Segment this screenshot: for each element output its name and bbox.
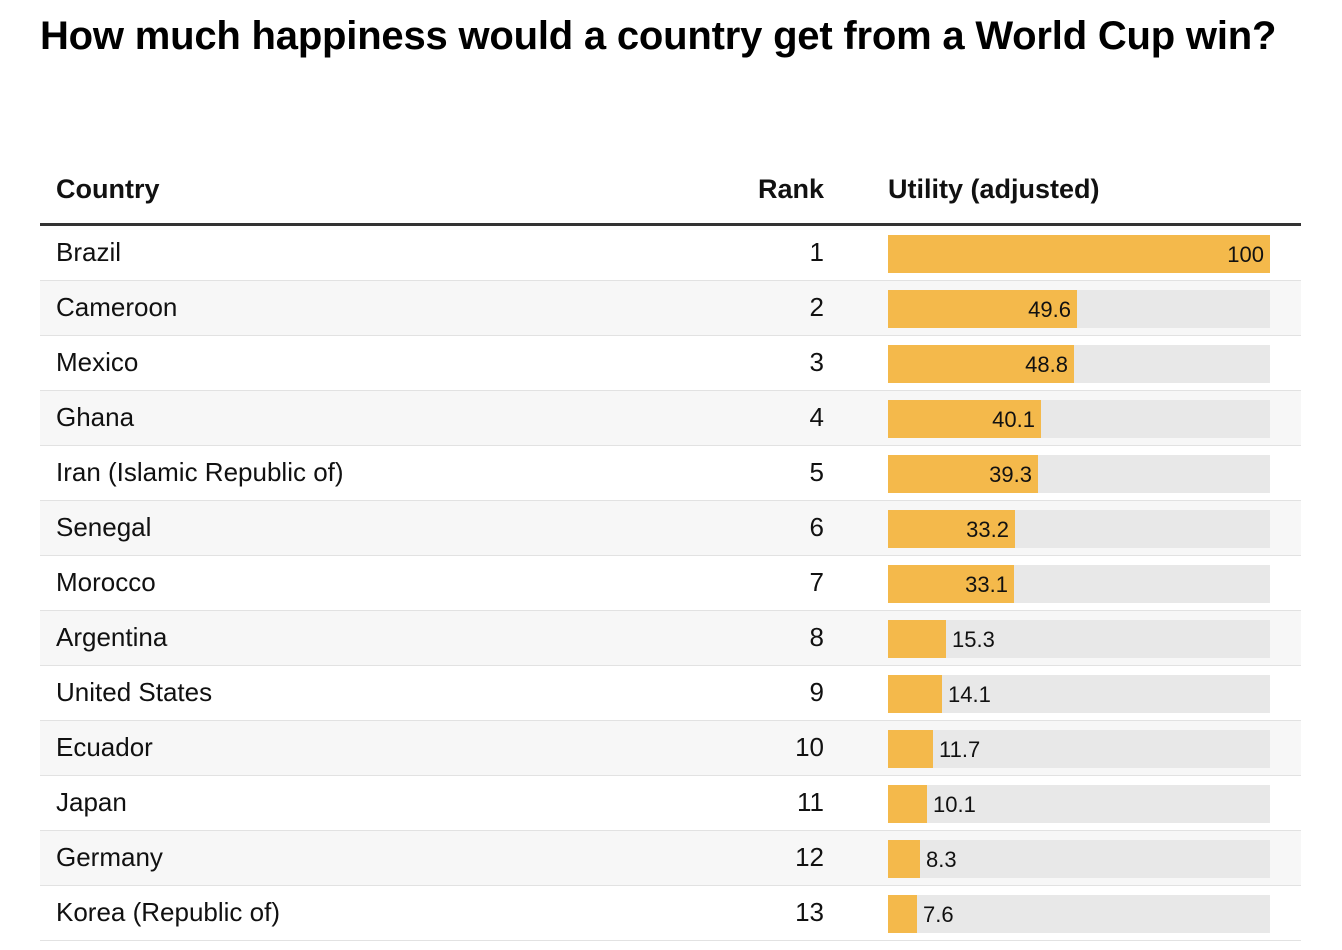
bar-value-label: 7.6: [923, 902, 954, 927]
country-cell: United States: [56, 677, 213, 707]
bar: [888, 235, 1270, 273]
bar-track: 11.7: [888, 730, 1270, 768]
rank-cell: 4: [809, 402, 824, 432]
country-cell: Germany: [56, 842, 163, 872]
table-body: Brazil 1 100 Cameroon 2 49.6 Mexico 3 48.8 Ghana 4…: [40, 226, 1301, 941]
bar-value-label: 49.6: [1028, 297, 1071, 322]
rank-cell: 6: [809, 512, 824, 542]
country-cell: Senegal: [56, 512, 152, 542]
table-row: Iran (Islamic Republic of) 5 39.3: [40, 446, 1301, 501]
bar: [888, 785, 927, 823]
bar-track: 8.3: [888, 840, 1270, 878]
chart-title: How much happiness would a country get f…: [40, 14, 1277, 58]
bar-track: 15.3: [888, 620, 1270, 658]
bar-value-label: 33.2: [966, 517, 1009, 542]
bar: [888, 565, 1014, 603]
table-row: Argentina 8 15.3: [40, 611, 1301, 666]
rank-cell: 8: [809, 622, 824, 652]
bar-value-label: 48.8: [1025, 352, 1068, 377]
bar-value-label: 40.1: [992, 407, 1035, 432]
bar-track: 7.6: [888, 895, 1270, 933]
rank-cell: 9: [809, 677, 824, 707]
rank-cell: 12: [795, 842, 824, 872]
rank-cell: 7: [809, 567, 824, 597]
column-header-country: Country: [56, 174, 160, 204]
bar-track: 33.1: [888, 565, 1270, 603]
bar-value-label: 14.1: [948, 682, 991, 707]
bar-track: 48.8: [888, 345, 1270, 383]
bar-value-label: 33.1: [965, 572, 1008, 597]
bar: [888, 895, 917, 933]
table-row: Germany 12 8.3: [40, 831, 1301, 886]
table-row: Korea (Republic of) 13 7.6: [40, 886, 1301, 941]
bar: [888, 510, 1015, 548]
rank-cell: 3: [809, 347, 824, 377]
bar-value-label: 10.1: [933, 792, 976, 817]
bar: [888, 675, 942, 713]
bar: [888, 400, 1041, 438]
country-cell: Korea (Republic of): [56, 897, 280, 927]
bar: [888, 455, 1038, 493]
rank-cell: 11: [797, 787, 824, 817]
bar-track: 33.2: [888, 510, 1270, 548]
country-cell: Ecuador: [56, 732, 153, 762]
bar-track: 39.3: [888, 455, 1270, 493]
table-row: Ghana 4 40.1: [40, 391, 1301, 446]
rank-cell: 1: [809, 237, 824, 267]
bar-track: 10.1: [888, 785, 1270, 823]
table-row: Ecuador 10 11.7: [40, 721, 1301, 776]
bar-track: 14.1: [888, 675, 1270, 713]
bar-value-label: 39.3: [989, 462, 1032, 487]
rank-cell: 5: [809, 457, 824, 487]
bar-track: 100: [888, 235, 1270, 273]
bar: [888, 730, 933, 768]
table-row: United States 9 14.1: [40, 666, 1301, 721]
country-cell: Iran (Islamic Republic of): [56, 457, 344, 487]
table-header: Country Rank Utility (adjusted): [40, 160, 1301, 226]
rank-cell: 2: [809, 292, 824, 322]
column-header-utility: Utility (adjusted): [888, 174, 1100, 204]
bar-value-label: 8.3: [926, 847, 957, 872]
country-cell: Mexico: [56, 347, 139, 377]
table-row: Brazil 1 100: [40, 226, 1301, 281]
country-cell: Ghana: [56, 402, 135, 432]
rank-cell: 10: [795, 732, 824, 762]
data-table: Country Rank Utility (adjusted) Brazil 1 1…: [40, 160, 1301, 941]
country-cell: Morocco: [56, 567, 156, 597]
bar: [888, 345, 1074, 383]
rank-cell: 13: [795, 897, 824, 927]
bar-track: 40.1: [888, 400, 1270, 438]
bar-value-label: 11.7: [939, 737, 981, 762]
country-cell: Cameroon: [56, 292, 178, 322]
bar: [888, 290, 1077, 328]
table-row: Cameroon 2 49.6: [40, 281, 1301, 336]
bar-value-label: 15.3: [952, 627, 995, 652]
country-cell: Argentina: [56, 622, 168, 652]
table-row: Japan 11 10.1: [40, 776, 1301, 831]
table-row: Morocco 7 33.1: [40, 556, 1301, 611]
bar-value-label: 100: [1227, 242, 1264, 267]
country-cell: Japan: [56, 787, 127, 817]
bar: [888, 620, 946, 658]
table-row: Senegal 6 33.2: [40, 501, 1301, 556]
bar-track: 49.6: [888, 290, 1270, 328]
country-cell: Brazil: [56, 237, 122, 267]
table-row: Mexico 3 48.8: [40, 336, 1301, 391]
bar: [888, 840, 920, 878]
column-header-rank: Rank: [757, 174, 824, 204]
